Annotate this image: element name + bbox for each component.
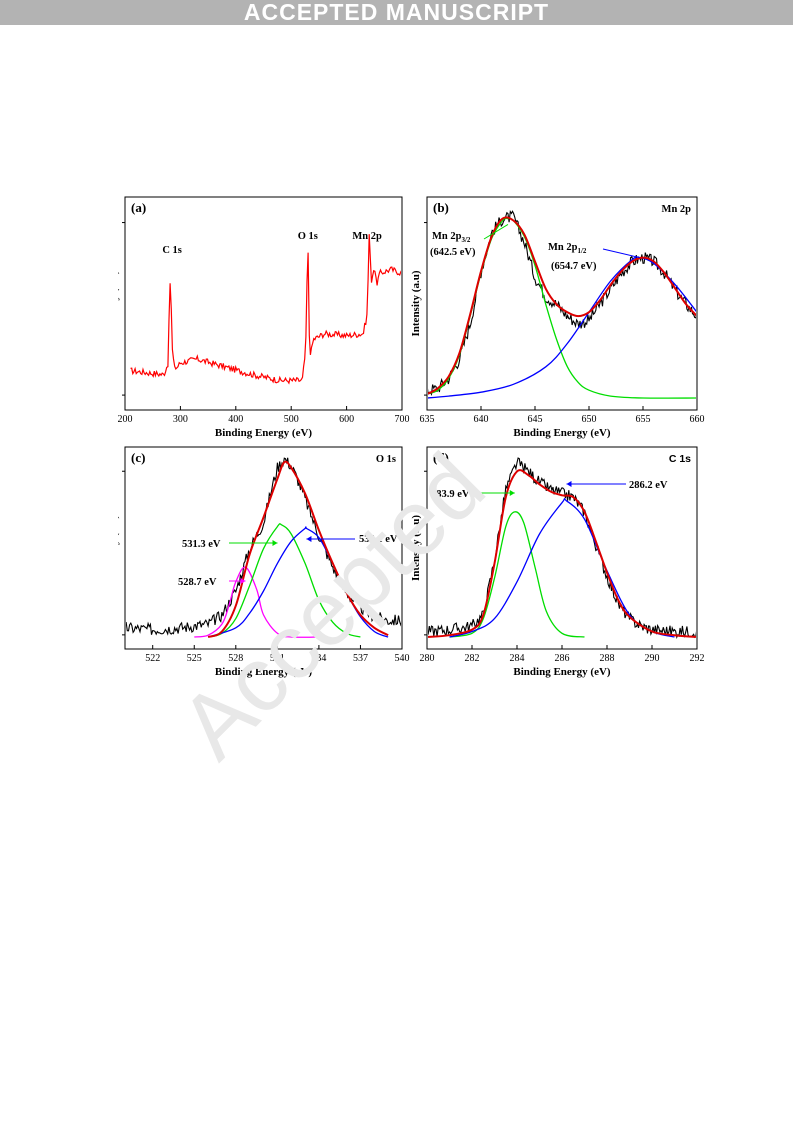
peak-label-mn2p32: Mn 2p3/2 [432, 231, 471, 244]
peak-label: C 1s [162, 245, 182, 256]
x-tick-label: 528 [228, 653, 243, 664]
peak-label: 283.9 eV [431, 489, 470, 500]
series-green-component [449, 511, 585, 638]
plot-frame [426, 196, 698, 411]
panel-a: 200 300 400 500 600 700 Binding Energy (eV) Int… [118, 196, 410, 439]
peak-label: O 1s [298, 231, 318, 242]
leader-line [483, 224, 509, 240]
x-axis-title: Binding Energy (eV) [513, 666, 611, 678]
peak-label-mn2p12: Mn 2p1/2 [548, 242, 587, 255]
x-tick-label: 700 [395, 414, 410, 425]
corner-label: C 1s [669, 453, 691, 465]
panel-label: (a) [131, 200, 146, 215]
corner-label: O 1s [376, 454, 396, 465]
x-tick-label: 645 [528, 414, 543, 425]
peak-label: 533.1 eV [359, 534, 398, 545]
arrow-head [272, 540, 278, 546]
x-tick-label: 540 [395, 653, 410, 664]
plot-frame [124, 446, 403, 650]
y-axis-title: Intensity (a.u) [118, 515, 120, 581]
accepted-manuscript-banner: ACCEPTED MANUSCRIPT [0, 0, 793, 25]
x-axis-title: Binding Energy (eV) [513, 427, 611, 439]
xps-figure-svg: 200 300 400 500 600 700 Binding Energy (eV) Int… [118, 196, 705, 678]
arrow-head [240, 578, 246, 584]
x-tick-label: 288 [600, 653, 615, 664]
x-axis-title: Binding Energy (eV) [215, 666, 313, 678]
peak-energy-label: (642.5 eV) [430, 247, 476, 258]
series-green-component [207, 523, 361, 638]
leader-line [602, 248, 640, 259]
panel-label: (b) [433, 200, 449, 215]
x-tick-label: 280 [420, 653, 435, 664]
y-axis-title: Intensity (a.u) [410, 270, 422, 336]
x-tick-label: 400 [228, 414, 243, 425]
plot-frame [124, 196, 403, 411]
x-tick-label: 600 [339, 414, 354, 425]
panel-b: 635 640 645 650 655 660 Binding Energy (eV) Int… [410, 196, 705, 439]
x-tick-label: 300 [173, 414, 188, 425]
x-tick-label: 640 [474, 414, 489, 425]
x-tick-label: 660 [690, 414, 705, 425]
series-blue-component [207, 526, 389, 638]
x-tick-label: 200 [118, 414, 133, 425]
arrow-head [509, 490, 515, 496]
x-tick-label: 525 [187, 653, 202, 664]
x-tick-label: 534 [311, 653, 326, 664]
y-axis-title: Intensity (a.u) [118, 270, 120, 336]
series-fitted-envelope [207, 460, 389, 638]
series-fitted-envelope [428, 216, 696, 395]
x-tick-label: 522 [145, 653, 160, 664]
x-tick-label: 282 [465, 653, 480, 664]
series-survey-spectrum [130, 234, 401, 385]
x-tick-label: 284 [510, 653, 525, 664]
y-axis-title: Intensity (a.u) [410, 515, 422, 581]
x-tick-label: 537 [353, 653, 368, 664]
x-tick-label: 635 [420, 414, 435, 425]
x-tick-label: 655 [636, 414, 651, 425]
x-tick-label: 290 [645, 653, 660, 664]
x-tick-label: 531 [270, 653, 285, 664]
x-tick-label: 500 [284, 414, 299, 425]
x-tick-label: 292 [690, 653, 705, 664]
xps-figure: 200 300 400 500 600 700 Binding Energy (eV) Int… [118, 190, 716, 693]
peak-energy-label: (654.7 eV) [551, 261, 597, 272]
series-experimental [126, 457, 401, 636]
x-tick-label: 286 [555, 653, 570, 664]
x-tick-label: 650 [582, 414, 597, 425]
corner-label: Mn 2p [662, 204, 692, 215]
banner-text: ACCEPTED MANUSCRIPT [243, 0, 550, 25]
series-fitted-envelope [428, 469, 696, 638]
x-axis-title: Binding Energy (eV) [215, 427, 313, 439]
arrow-head [566, 481, 572, 487]
panel-d: 280 282 284 286 288 290 292 Binding Energy (eV)… [410, 446, 705, 678]
peak-label: 286.2 eV [629, 480, 668, 491]
peak-label: 531.3 eV [182, 539, 221, 550]
panel-label: (d) [433, 450, 449, 465]
panel-label: (c) [131, 450, 145, 465]
peak-label: Mn 2p [352, 231, 382, 242]
peak-label: 528.7 eV [178, 577, 217, 588]
panel-c: 522 525 528 531 534 537 540 Binding Energy (eV)… [118, 446, 410, 678]
arrow-head [306, 536, 312, 542]
